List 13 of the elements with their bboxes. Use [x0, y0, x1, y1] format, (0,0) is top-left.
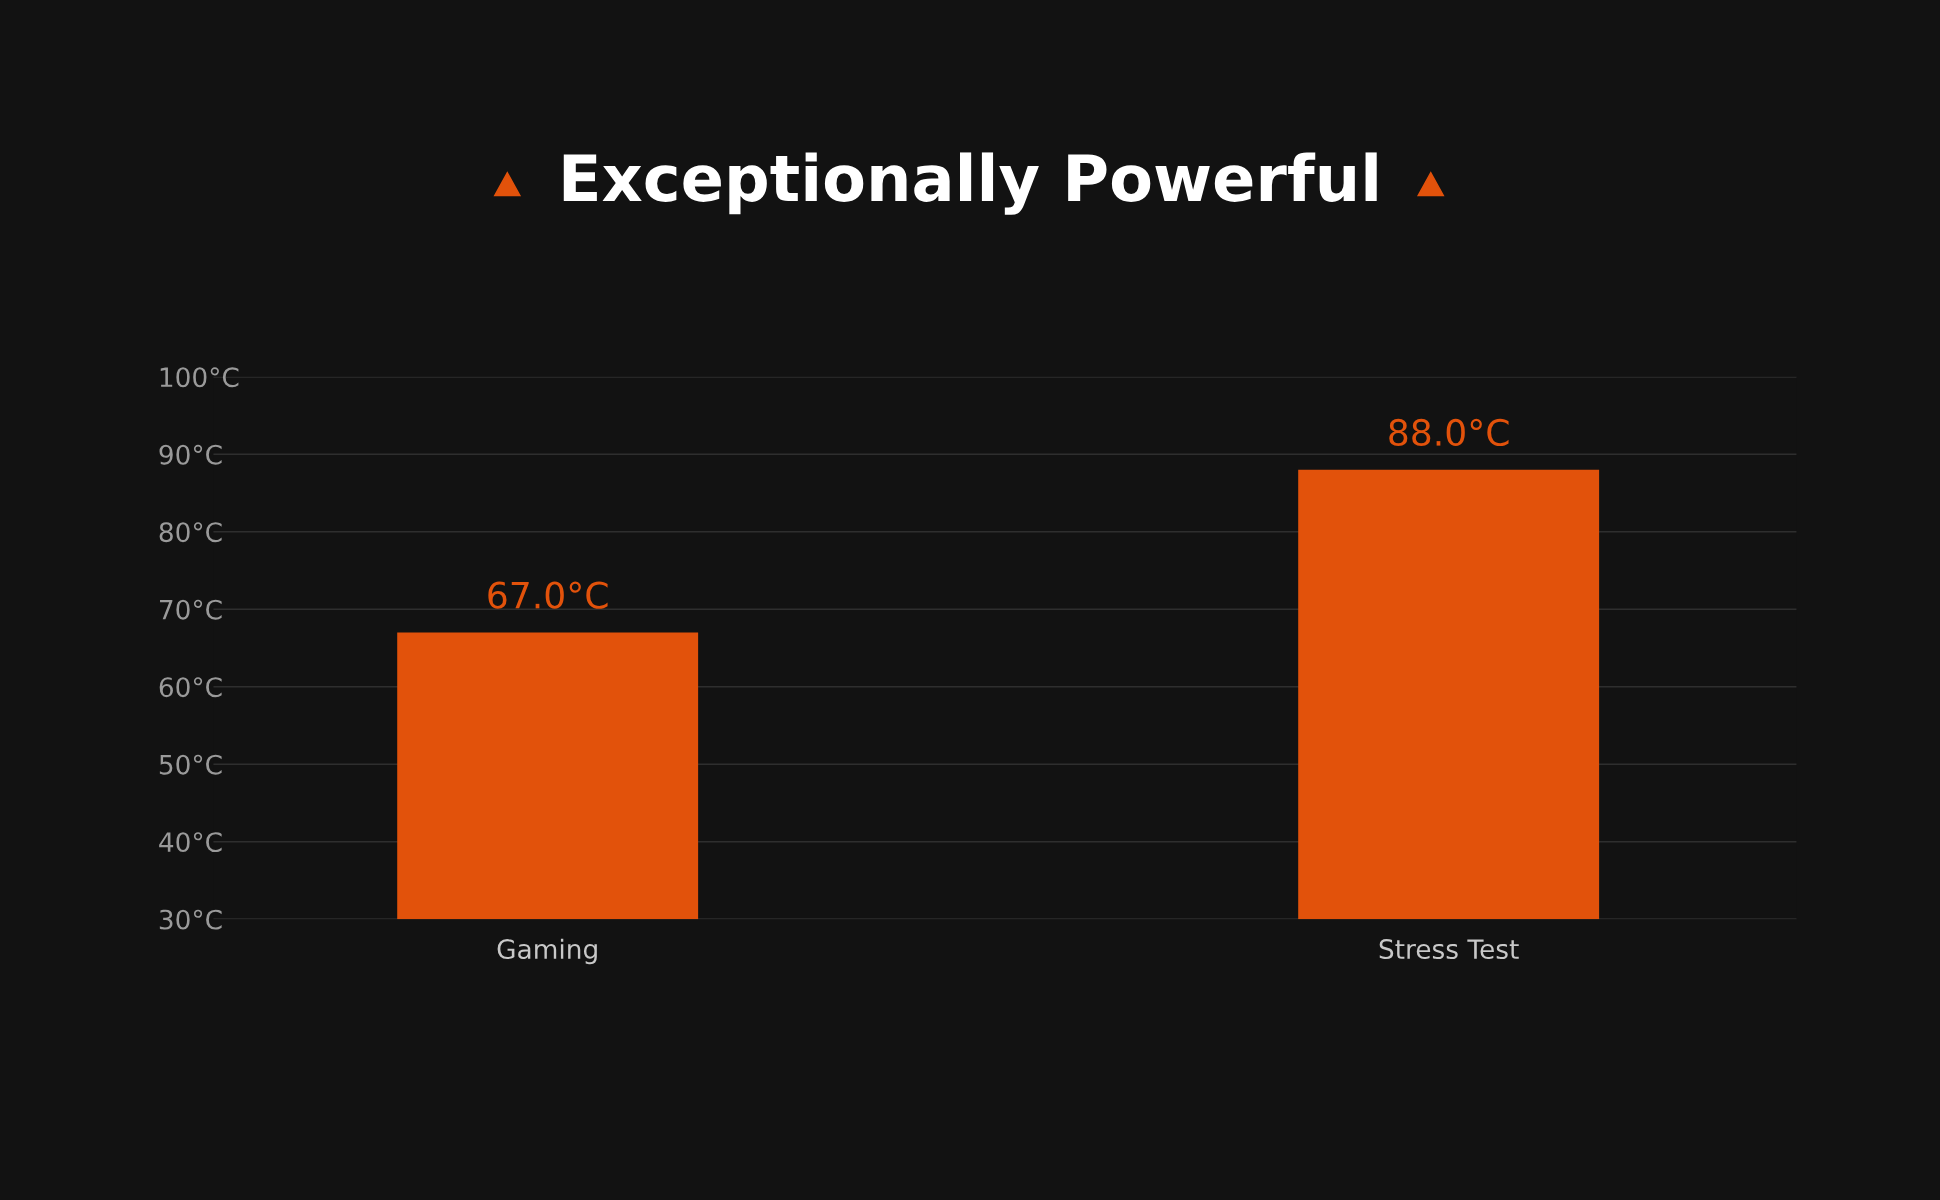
y-tick-label: 60°C [159, 677, 222, 698]
x-tick-label: Gaming [497, 938, 597, 965]
y-tick-label: 40°C [159, 832, 222, 853]
x-tick-label: Stress Test [1379, 939, 1519, 960]
y-tick-label: 50°C [159, 754, 222, 775]
y-tick-label: 100°C [160, 367, 239, 388]
y-tick-label: 70°C [160, 599, 222, 620]
y-tick-label: 90°C [159, 444, 222, 465]
y-tick-label: 80°C [159, 522, 222, 543]
chart-title: Exceptionally Powerful [563, 152, 1377, 215]
data-label: 67.0°C [488, 581, 608, 609]
y-tick-label: 30°C [159, 909, 222, 930]
data-label: 88.0°C [1389, 418, 1509, 447]
